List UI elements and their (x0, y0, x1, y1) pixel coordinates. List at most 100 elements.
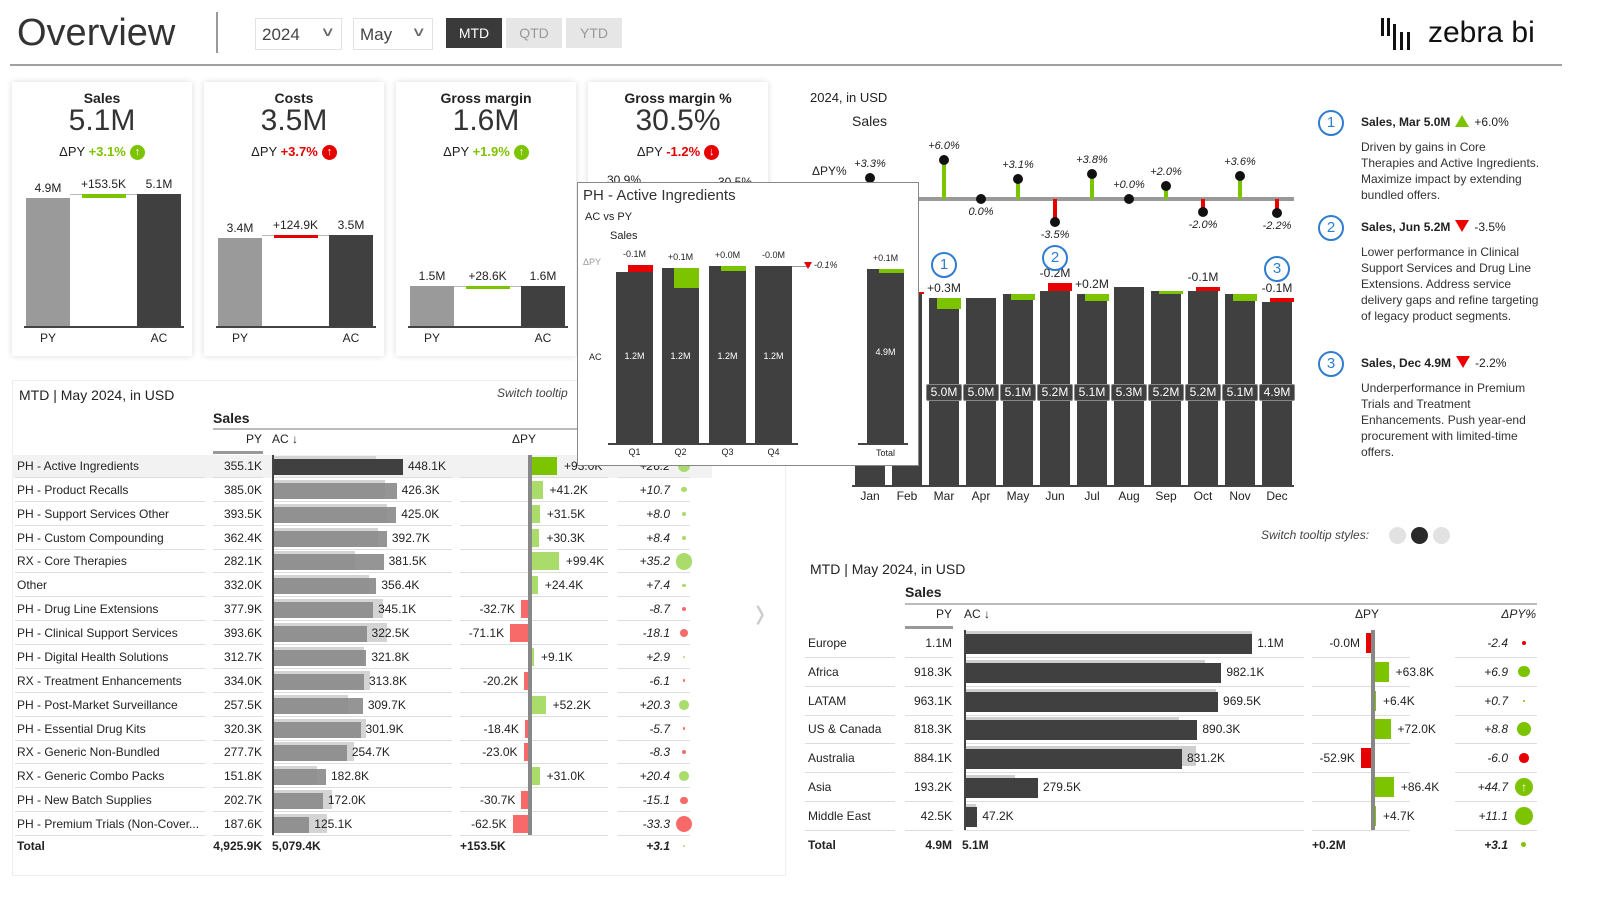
total-dpy: +153.5K (460, 839, 506, 853)
kpi-delta-bar-label: +153.5K (80, 176, 127, 191)
row-name[interactable]: Other (17, 578, 48, 593)
annotation-title: Sales, Jun 5.2M -3.5% (1361, 220, 1506, 234)
row-separator (272, 620, 452, 622)
row-ac-bar (273, 649, 367, 666)
row-separator (460, 763, 608, 765)
row-name[interactable]: PH - Product Recalls (17, 482, 129, 497)
row-dpy-pct: +44.7 (1477, 780, 1508, 794)
callout-marker-1[interactable]: 1 (931, 252, 957, 278)
products-py-header: PY (245, 432, 262, 446)
row-separator (15, 500, 205, 502)
callout-marker-3[interactable]: 3 (1264, 255, 1290, 282)
regions-table-title: MTD | May 2024, in USD (810, 561, 966, 577)
row-ac: 890.3K (1202, 722, 1241, 737)
row-separator (618, 524, 690, 526)
annotation-pct: -3.5% (1474, 220, 1506, 234)
kpi-py-bar (26, 197, 70, 326)
kpi-bridge (70, 193, 137, 326)
month-axis-label: Jan (860, 489, 880, 503)
row-separator (1312, 801, 1410, 802)
period-button-qtd[interactable]: QTD (506, 18, 562, 48)
row-name[interactable]: PH - Essential Drug Kits (17, 721, 146, 736)
row-name[interactable]: PH - Digital Health Solutions (17, 649, 169, 664)
row-separator (905, 714, 953, 716)
row-dpy-pct: -8.7 (649, 602, 670, 617)
row-name[interactable]: RX - Core Therapies (17, 554, 127, 569)
row-name[interactable]: RX - Generic Non-Bundled (17, 745, 160, 760)
switch-tooltip-link[interactable]: Switch tooltip (497, 386, 568, 400)
row-dpy-pct: +2.9 (646, 649, 670, 664)
row-ac: 172.0K (327, 793, 366, 808)
row-py: 393.6K (223, 626, 262, 641)
products-ac-header-sort[interactable]: AC ↓ (272, 432, 299, 446)
row-separator (213, 596, 263, 598)
row-py: 202.7K (223, 793, 262, 808)
total-py: 4,925.9K (213, 839, 262, 853)
tooltip-style-option-1[interactable] (1389, 527, 1406, 544)
row-name[interactable]: PH - Active Ingredients (17, 459, 140, 473)
row-name[interactable]: PH - Custom Compounding (17, 530, 164, 545)
row-ac-bar (273, 673, 364, 690)
row-separator (905, 685, 953, 687)
row-separator (15, 644, 205, 646)
row-name[interactable]: Middle East (808, 808, 871, 823)
month-delta-bar (1085, 294, 1109, 302)
tooltip-baseline (608, 443, 798, 445)
row-name[interactable]: US & Canada (808, 722, 882, 737)
regions-ac-header-sort[interactable]: AC ↓ (964, 607, 991, 621)
row-separator (905, 829, 953, 831)
row-name[interactable]: LATAM (808, 693, 847, 708)
row-name[interactable]: RX - Generic Combo Packs (17, 769, 165, 784)
callout-marker-2[interactable]: 2 (1042, 244, 1068, 271)
period-button-mtd[interactable]: MTD (446, 18, 502, 48)
row-name[interactable]: Europe (808, 636, 847, 650)
row-separator (618, 787, 690, 789)
row-dpy-pct-dot (681, 535, 686, 540)
row-name[interactable]: PH - Post-Market Surveillance (17, 697, 178, 712)
month-axis-label: Apr (971, 489, 991, 503)
row-separator (15, 715, 205, 717)
row-dpy-bar (524, 671, 530, 690)
kpi-ac-bar (137, 193, 181, 326)
row-name[interactable]: PH - Drug Line Extensions (17, 602, 159, 617)
row-py: 277.7K (223, 745, 262, 760)
row-dpy-bar (1360, 748, 1373, 769)
row-separator (272, 644, 452, 646)
row-name[interactable]: Australia (808, 751, 855, 766)
month-delta-bar (1159, 290, 1183, 295)
row-separator (618, 620, 690, 622)
dpy-pct-dot (1050, 216, 1060, 227)
month-dropdown[interactable]: May ∨ (353, 18, 433, 50)
row-dpy-pct-dot (675, 553, 693, 570)
row-separator (213, 500, 263, 502)
month-delta-label: -0.1M (1187, 269, 1219, 284)
regions-dpy-pct-header: ΔPY% (1501, 607, 1536, 621)
tooltip-style-option-3[interactable] (1433, 527, 1450, 544)
period-button-ytd[interactable]: YTD (566, 18, 622, 48)
tooltip-value-label: 1.2M (717, 351, 738, 361)
row-name[interactable]: PH - Support Services Other (17, 506, 170, 521)
row-separator (618, 548, 690, 550)
kpi-title: Gross margin (440, 90, 532, 106)
tooltip-style-option-2[interactable] (1411, 527, 1428, 544)
row-name[interactable]: PH - Premium Trials (Non-Cover... (17, 817, 200, 832)
year-dropdown[interactable]: 2024 ∨ (255, 18, 342, 50)
dpy-pct-dot (865, 172, 875, 183)
annotation-number-1: 1 (1318, 110, 1344, 136)
kpi-delta-label: ΔPY (443, 144, 473, 159)
row-dpy-pct: +0.7 (1484, 693, 1508, 708)
row-dpy-bar (1374, 777, 1394, 797)
kpi-ac-category: AC (150, 331, 168, 345)
row-dpy: -18.4K (483, 721, 519, 736)
row-name[interactable]: PH - Clinical Support Services (17, 626, 178, 641)
row-name[interactable]: Africa (808, 664, 839, 679)
row-separator (964, 801, 1304, 802)
row-separator (15, 691, 205, 693)
tooltip-quarter-label: Q4 (767, 447, 780, 457)
row-name[interactable]: Asia (808, 780, 832, 794)
annotation-title-text: Sales, Mar 5.0M (1361, 115, 1451, 129)
row-name[interactable]: RX - Treatment Enhancements (17, 673, 182, 688)
row-name[interactable]: PH - New Batch Supplies (17, 793, 152, 808)
next-page-chevron-icon[interactable]: › (755, 586, 765, 639)
row-separator (15, 548, 205, 550)
